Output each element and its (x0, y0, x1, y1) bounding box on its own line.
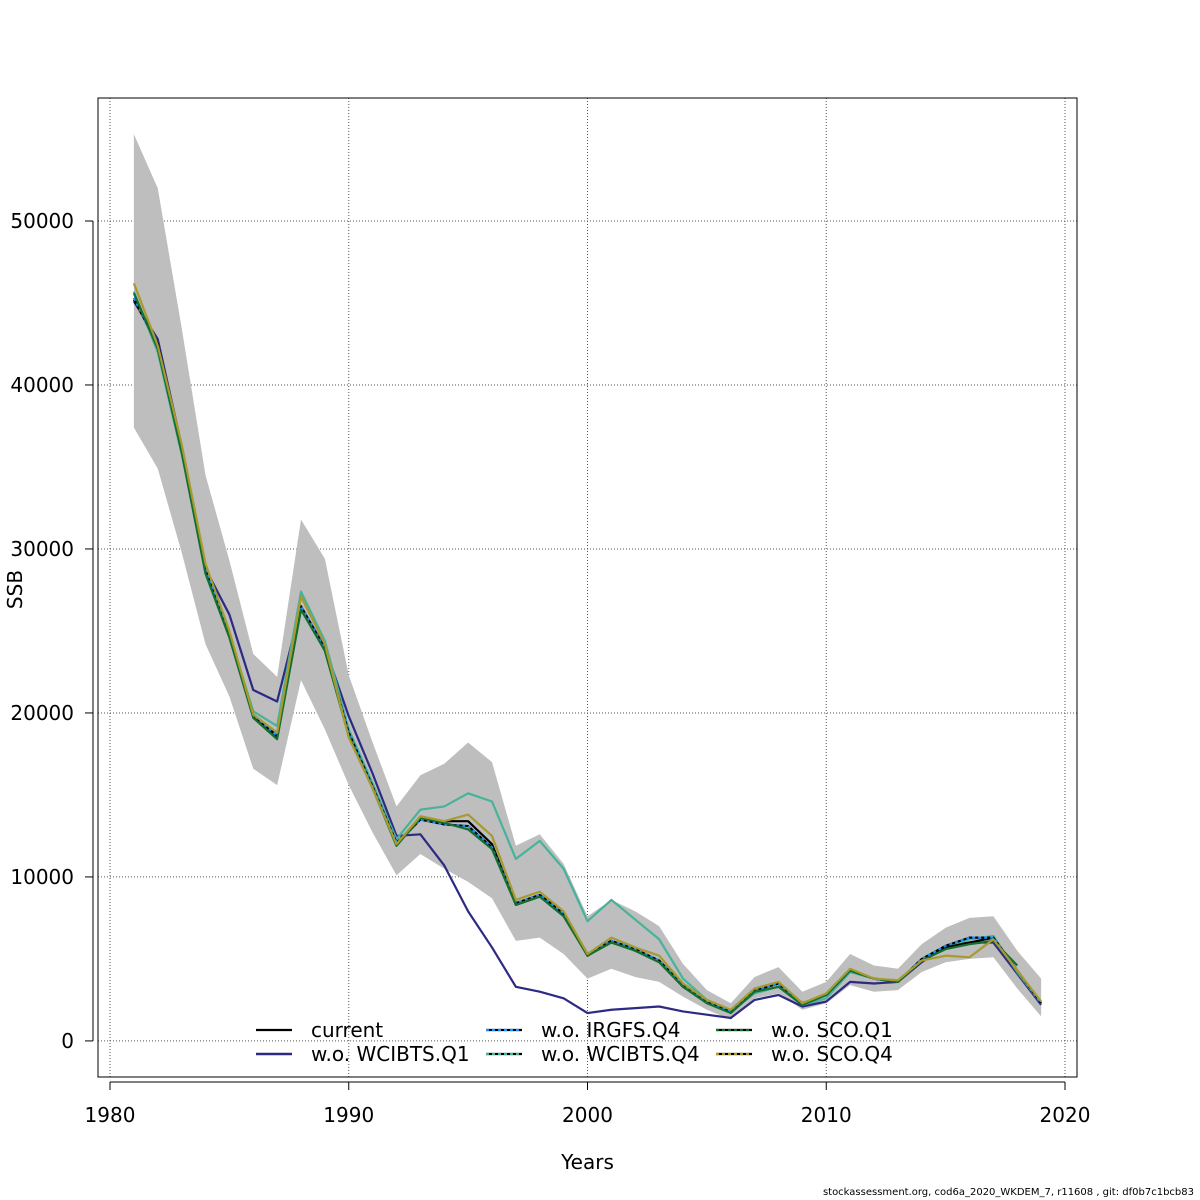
plot-frame (97, 97, 1078, 1078)
grid-lines (98, 98, 1077, 1077)
series-layer (132, 282, 1043, 1020)
x-axis: 1980 1990 2000 2010 2020 (85, 1081, 1091, 1127)
footer-caption: stockassessment.org, cod6a_2020_WKDEM_7,… (822, 1187, 1194, 1198)
confidence-band (133, 134, 1042, 1020)
x-tick-label: 1980 (85, 1103, 136, 1127)
legend-label-wo_WCIBTS_Q1: w.o. WCIBTS.Q1 (311, 1042, 470, 1066)
legend-label-wo_WCIBTS_Q4: w.o. WCIBTS.Q4 (541, 1042, 700, 1066)
y-tick-label: 30000 (10, 537, 74, 561)
y-tick-label: 50000 (10, 209, 74, 233)
y-tick-label: 40000 (10, 373, 74, 397)
y-tick-label: 0 (61, 1029, 74, 1053)
series-line-wo_IRGFS_Q4-base (132, 297, 1043, 1013)
x-tick-label: 2010 (801, 1103, 852, 1127)
series-line-wo_WCIBTS_Q4 (132, 291, 1043, 1013)
x-axis-label: Years (560, 1150, 614, 1174)
legend-label-current: current (311, 1018, 383, 1042)
confidence-band-layer (133, 134, 1042, 1020)
series-line-wo_IRGFS_Q4 (132, 297, 1043, 1013)
x-tick-label: 2000 (562, 1103, 613, 1127)
series-line-wo_SCO_Q4 (132, 282, 1043, 1011)
legend-label-wo_SCO_Q1: w.o. SCO.Q1 (771, 1018, 893, 1042)
legend-label-wo_IRGFS_Q4: w.o. IRGFS.Q4 (541, 1018, 680, 1042)
y-tick-label: 10000 (10, 865, 74, 889)
y-axis: 0 10000 20000 30000 40000 50000 (10, 209, 94, 1053)
y-tick-label: 20000 (10, 701, 74, 725)
y-axis-label: SSB (3, 570, 27, 609)
series-line-current (134, 300, 1041, 1012)
x-tick-label: 1990 (323, 1103, 374, 1127)
legend-label-wo_SCO_Q4: w.o. SCO.Q4 (771, 1042, 893, 1066)
x-tick-label: 2020 (1040, 1103, 1091, 1127)
series-line-wo_WCIBTS_Q1 (132, 300, 1043, 1020)
